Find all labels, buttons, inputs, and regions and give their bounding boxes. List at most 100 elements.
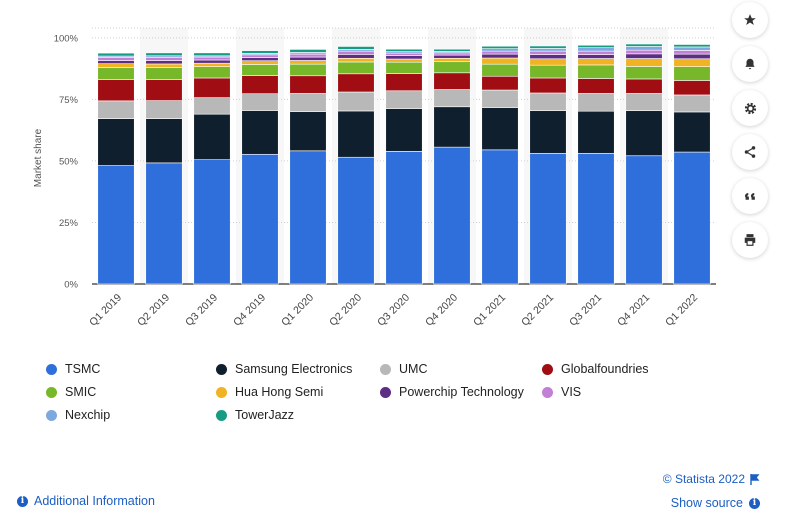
bar-segment[interactable] <box>433 52 471 56</box>
bar-segment[interactable] <box>145 63 183 68</box>
bar-segment[interactable] <box>193 97 231 115</box>
bar-segment[interactable] <box>145 118 183 164</box>
bar-segment[interactable] <box>625 78 663 94</box>
bar-segment[interactable] <box>337 110 375 158</box>
bar-segment[interactable] <box>625 93 663 112</box>
bar-segment[interactable] <box>577 152 615 285</box>
legend-item[interactable]: Nexchip <box>46 408 110 422</box>
bar-segment[interactable] <box>577 47 615 52</box>
bar-segment[interactable] <box>97 63 135 68</box>
settings-button[interactable] <box>732 90 768 126</box>
legend-item[interactable]: VIS <box>542 385 581 399</box>
notification-button[interactable] <box>732 46 768 82</box>
bar-segment[interactable] <box>193 59 231 64</box>
bar-segment[interactable] <box>673 46 711 51</box>
bar-segment[interactable] <box>385 55 423 60</box>
bar-segment[interactable] <box>529 110 567 154</box>
bar-segment[interactable] <box>193 56 231 61</box>
legend-item[interactable]: UMC <box>380 362 427 376</box>
bar-segment[interactable] <box>529 50 567 55</box>
bar-segment[interactable] <box>97 60 135 64</box>
bar-segment[interactable] <box>337 156 375 285</box>
bar-segment[interactable] <box>481 45 519 49</box>
bar-segment[interactable] <box>577 54 615 59</box>
bar-segment[interactable] <box>625 155 663 285</box>
bar-segment[interactable] <box>673 44 711 48</box>
bar-segment[interactable] <box>193 159 231 285</box>
bar-segment[interactable] <box>193 113 231 160</box>
bar-segment[interactable] <box>673 80 711 96</box>
legend-item[interactable]: Globalfoundries <box>542 362 649 376</box>
bar-segment[interactable] <box>481 63 519 77</box>
bar-segment[interactable] <box>385 151 423 285</box>
bar-segment[interactable] <box>97 79 135 102</box>
legend-item[interactable]: Hua Hong Semi <box>216 385 323 399</box>
share-button[interactable] <box>732 134 768 170</box>
legend-item[interactable]: Powerchip Technology <box>380 385 524 399</box>
bar-segment[interactable] <box>481 50 519 55</box>
bar-segment[interactable] <box>97 118 135 166</box>
bar-segment[interactable] <box>433 57 471 63</box>
bar-segment[interactable] <box>97 56 135 61</box>
bar-segment[interactable] <box>481 53 519 59</box>
bar-segment[interactable] <box>481 57 519 65</box>
bar-segment[interactable] <box>481 89 519 108</box>
bar-segment[interactable] <box>529 77 567 94</box>
bar-segment[interactable] <box>577 58 615 66</box>
bar-segment[interactable] <box>289 75 327 94</box>
bar-segment[interactable] <box>337 46 375 50</box>
bar-segment[interactable] <box>625 46 663 51</box>
bar-segment[interactable] <box>433 48 471 52</box>
bar-segment[interactable] <box>193 62 231 67</box>
bar-segment[interactable] <box>289 53 327 58</box>
bar-segment[interactable] <box>97 165 135 285</box>
bar-segment[interactable] <box>529 92 567 112</box>
bar-segment[interactable] <box>529 64 567 79</box>
bar-segment[interactable] <box>337 73 375 93</box>
bar-segment[interactable] <box>577 110 615 154</box>
bar-segment[interactable] <box>385 73 423 92</box>
bar-segment[interactable] <box>385 108 423 152</box>
bar-segment[interactable] <box>145 79 183 101</box>
bar-segment[interactable] <box>145 67 183 80</box>
bar-segment[interactable] <box>337 57 375 63</box>
bar-segment[interactable] <box>289 49 327 53</box>
bar-segment[interactable] <box>193 77 231 98</box>
bar-segment[interactable] <box>145 162 183 285</box>
bar-segment[interactable] <box>625 49 663 55</box>
bar-segment[interactable] <box>577 50 615 55</box>
bar-segment[interactable] <box>289 56 327 61</box>
legend-item[interactable]: Samsung Electronics <box>216 362 352 376</box>
bar-segment[interactable] <box>145 56 183 61</box>
bar-segment[interactable] <box>577 64 615 79</box>
bar-segment[interactable] <box>241 75 279 95</box>
bar-segment[interactable] <box>97 52 135 57</box>
bar-segment[interactable] <box>241 50 279 54</box>
bar-segment[interactable] <box>145 52 183 57</box>
print-button[interactable] <box>732 222 768 258</box>
legend-item[interactable]: TSMC <box>46 362 100 376</box>
bar-segment[interactable] <box>433 54 471 59</box>
bar-segment[interactable] <box>241 93 279 111</box>
bar-segment[interactable] <box>241 64 279 76</box>
bar-segment[interactable] <box>673 66 711 81</box>
bar-segment[interactable] <box>289 150 327 285</box>
bar-segment[interactable] <box>673 53 711 60</box>
bar-segment[interactable] <box>529 54 567 60</box>
bar-segment[interactable] <box>577 93 615 112</box>
bar-segment[interactable] <box>673 58 711 67</box>
favorite-button[interactable] <box>732 2 768 38</box>
bar-segment[interactable] <box>673 50 711 55</box>
bar-segment[interactable] <box>97 67 135 80</box>
bar-segment[interactable] <box>145 100 183 119</box>
bar-segment[interactable] <box>625 58 663 67</box>
bar-segment[interactable] <box>193 52 231 57</box>
bar-segment[interactable] <box>337 61 375 75</box>
legend-item[interactable]: TowerJazz <box>216 408 294 422</box>
bar-segment[interactable] <box>241 153 279 285</box>
bar-segment[interactable] <box>625 66 663 80</box>
bar-segment[interactable] <box>289 60 327 65</box>
bar-segment[interactable] <box>577 44 615 48</box>
bar-segment[interactable] <box>433 89 471 108</box>
bar-segment[interactable] <box>433 61 471 74</box>
